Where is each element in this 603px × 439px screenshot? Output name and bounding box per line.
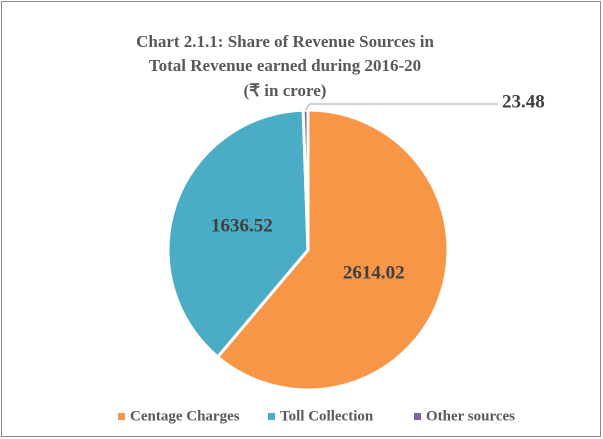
legend-swatch [118, 413, 125, 420]
legend-label: Toll Collection [280, 408, 374, 424]
data-label: 1636.52 [211, 215, 273, 236]
chart-subtitle: (₹ in crore) [244, 81, 327, 100]
legend-label: Centage Charges [130, 408, 240, 424]
data-label: 23.48 [502, 91, 545, 112]
chart-title: Total Revenue earned during 2016-20 [149, 56, 421, 75]
legend-label: Other sources [426, 408, 515, 424]
legend-swatch [268, 413, 275, 420]
leader-line [305, 103, 499, 111]
chart-title: Chart 2.1.1: Share of Revenue Sources in [136, 32, 434, 51]
legend-swatch [414, 413, 421, 420]
data-label: 2614.02 [343, 262, 405, 283]
pie-slice [215, 108, 450, 392]
pie-slice [166, 108, 310, 360]
